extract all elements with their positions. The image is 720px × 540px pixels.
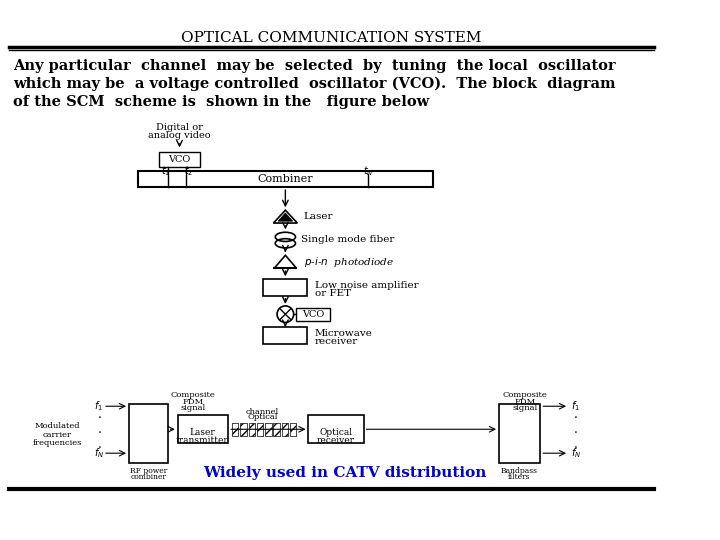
Text: $p$-$i$-$n$  photodiode: $p$-$i$-$n$ photodiode — [304, 255, 394, 269]
Text: Digital or: Digital or — [156, 123, 203, 132]
Text: FDM: FDM — [514, 397, 536, 406]
Bar — [264, 279, 307, 296]
Text: Bandpass: Bandpass — [500, 467, 538, 475]
Text: $t_2$: $t_2$ — [184, 165, 194, 178]
Text: signal: signal — [512, 404, 537, 412]
Bar — [159, 152, 199, 167]
Bar — [499, 404, 541, 463]
Text: Optical: Optical — [247, 413, 278, 421]
Text: Low noise amplifier: Low noise amplifier — [315, 281, 418, 290]
Text: $f_N$: $f_N$ — [571, 446, 581, 460]
Text: filters: filters — [508, 473, 531, 481]
Bar — [264, 327, 307, 343]
Text: carrier: carrier — [42, 431, 71, 439]
Text: receiver: receiver — [315, 338, 358, 346]
Text: $t_N$: $t_N$ — [363, 165, 374, 178]
Text: channel: channel — [246, 408, 279, 416]
Text: transmitter: transmitter — [176, 436, 229, 445]
Text: FDM: FDM — [183, 397, 204, 406]
Text: Optical: Optical — [320, 428, 353, 437]
Bar — [308, 415, 364, 443]
Text: .
.
.: . . . — [97, 408, 102, 451]
Text: Laser: Laser — [189, 428, 215, 437]
Text: RF power: RF power — [130, 467, 167, 475]
Text: .
.
.: . . . — [575, 408, 578, 451]
Text: which may be  a voltage controlled  oscillator (VCO).  The block  diagram: which may be a voltage controlled oscill… — [13, 77, 616, 91]
Text: Laser: Laser — [304, 212, 333, 221]
Text: $f_1$: $f_1$ — [94, 400, 103, 413]
Text: Single mode fiber: Single mode fiber — [301, 235, 395, 244]
Text: $t_1$: $t_1$ — [161, 165, 171, 178]
Text: Combiner: Combiner — [258, 174, 313, 184]
Polygon shape — [278, 213, 293, 221]
Bar — [138, 171, 433, 187]
Text: Composite: Composite — [503, 391, 547, 399]
Text: VCO: VCO — [168, 155, 191, 164]
Bar — [129, 404, 168, 463]
Text: Composite: Composite — [171, 391, 216, 399]
Text: Modulated: Modulated — [35, 422, 80, 430]
Text: analog video: analog video — [148, 131, 211, 140]
Text: of the SCM  scheme is  shown in the   figure below: of the SCM scheme is shown in the figure… — [13, 96, 429, 110]
Text: Microwave: Microwave — [315, 329, 373, 338]
Bar — [297, 308, 330, 321]
Text: Widely used in CATV distribution: Widely used in CATV distribution — [204, 465, 487, 480]
Text: VCO: VCO — [302, 309, 324, 319]
Text: $f_N$: $f_N$ — [94, 446, 104, 460]
Text: frequencies: frequencies — [32, 439, 82, 447]
Text: or FET: or FET — [315, 289, 351, 299]
Text: combiner: combiner — [130, 473, 166, 481]
Text: OPTICAL COMMUNICATION SYSTEM: OPTICAL COMMUNICATION SYSTEM — [181, 31, 482, 45]
Text: signal: signal — [181, 404, 206, 412]
Text: receiver: receiver — [317, 436, 355, 445]
Bar — [178, 415, 228, 443]
Text: Any particular  channel  may be  selected  by  tuning  the local  oscillator: Any particular channel may be selected b… — [13, 59, 616, 73]
Text: $f_1$: $f_1$ — [571, 400, 580, 413]
